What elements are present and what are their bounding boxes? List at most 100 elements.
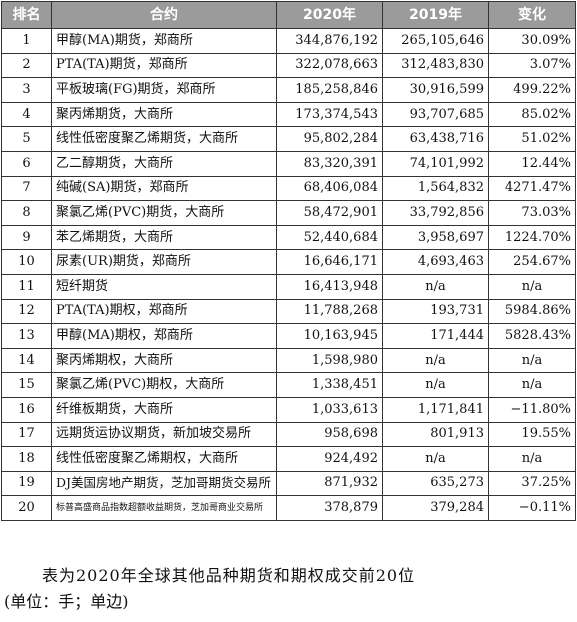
table-row: 4 聚丙烯期货，大商所 173,374,543 93,707,685 85.02% <box>1 101 576 128</box>
cell-2019: 1,564,832 <box>382 175 489 202</box>
cell-2020: 958,698 <box>276 421 383 448</box>
table-row: 11 短纤期货 16,413,948 n/a n/a <box>1 273 576 300</box>
cell-contract: DJ美国房地产期货，芝加哥期货交易所 <box>51 470 277 497</box>
cell-change: n/a <box>488 372 576 398</box>
cell-2020: 95,802,284 <box>276 126 383 152</box>
caption-line-1: 表为2020年全球其他品种期货和期权成交前20位 <box>42 566 416 585</box>
cell-2019: n/a <box>382 446 489 472</box>
cell-change: 37.25% <box>488 470 576 497</box>
cell-2020: 344,876,192 <box>276 28 383 54</box>
cell-change: n/a <box>488 446 576 472</box>
cell-change: 73.03% <box>488 200 576 226</box>
cell-2019: 1,171,841 <box>382 396 489 423</box>
cell-2020: 924,492 <box>276 446 383 472</box>
table-row: 14 聚丙烯期权，大商所 1,598,980 n/a n/a <box>1 347 576 374</box>
cell-2020: 185,258,846 <box>276 77 383 103</box>
header-2020: 2020年 <box>276 1 383 29</box>
cell-2019: 171,444 <box>382 323 489 349</box>
cell-contract: 短纤期货 <box>51 273 277 300</box>
cell-contract: 线性低密度聚乙烯期货，大商所 <box>51 126 277 152</box>
cell-contract: 聚丙烯期货，大商所 <box>51 101 277 128</box>
table-body: 1 甲醇(MA)期货，郑商所 344,876,192 265,105,646 30.09… <box>1 28 576 521</box>
cell-rank: 4 <box>1 101 52 128</box>
cell-contract: 线性低密度聚乙烯期权，大商所 <box>51 446 277 472</box>
cell-contract: 聚氯乙烯(PVC)期货，大商所 <box>51 200 277 226</box>
cell-rank: 15 <box>1 372 52 398</box>
cell-2020: 83,320,391 <box>276 150 383 177</box>
cell-rank: 6 <box>1 150 52 177</box>
cell-rank: 14 <box>1 347 52 374</box>
cell-2020: 1,598,980 <box>276 347 383 374</box>
table-row: 15 聚氯乙烯(PVC)期权，大商所 1,338,451 n/a n/a <box>1 372 576 398</box>
table-row: 19 DJ美国房地产期货，芝加哥期货交易所 871,932 635,273 37.25% <box>1 470 576 497</box>
cell-change: 12.44% <box>488 150 576 177</box>
cell-contract: 纤维板期货，大商所 <box>51 396 277 423</box>
table-row: 13 甲醇(MA)期权，郑商所 10,163,945 171,444 5828.43% <box>1 323 576 349</box>
header-2019: 2019年 <box>382 1 489 29</box>
cell-rank: 18 <box>1 446 52 472</box>
cell-rank: 8 <box>1 200 52 226</box>
cell-2020: 10,163,945 <box>276 323 383 349</box>
cell-change: −11.80% <box>488 396 576 423</box>
cell-rank: 9 <box>1 224 52 251</box>
cell-change: 51.02% <box>488 126 576 152</box>
cell-rank: 1 <box>1 28 52 54</box>
cell-contract: 乙二醇期货，大商所 <box>51 150 277 177</box>
cell-change: 4271.47% <box>488 175 576 202</box>
cell-2019: 379,284 <box>382 495 489 521</box>
table-row: 8 聚氯乙烯(PVC)期货，大商所 58,472,901 33,792,856 73.0… <box>1 200 576 226</box>
cell-2020: 1,338,451 <box>276 372 383 398</box>
cell-change: 85.02% <box>488 101 576 128</box>
table-row: 18 线性低密度聚乙烯期权，大商所 924,492 n/a n/a <box>1 446 576 472</box>
cell-change: 30.09% <box>488 28 576 54</box>
table-row: 12 PTA(TA)期权，郑商所 11,788,268 193,731 5984.86% <box>1 298 576 325</box>
cell-rank: 5 <box>1 126 52 152</box>
cell-change: 5828.43% <box>488 323 576 349</box>
cell-contract: 聚氯乙烯(PVC)期权，大商所 <box>51 372 277 398</box>
table-row: 6 乙二醇期货，大商所 83,320,391 74,101,992 12.44% <box>1 150 576 177</box>
cell-2020: 52,440,684 <box>276 224 383 251</box>
table-row: 3 平板玻璃(FG)期货，郑商所 185,258,846 30,916,599 499.… <box>1 77 576 103</box>
cell-contract: 甲醇(MA)期货，郑商所 <box>51 28 277 54</box>
cell-2019: 30,916,599 <box>382 77 489 103</box>
cell-change: 5984.86% <box>488 298 576 325</box>
cell-2020: 322,078,663 <box>276 52 383 79</box>
table-row: 17 远期货运协议期货，新加坡交易所 958,698 801,913 19.55% <box>1 421 576 448</box>
cell-rank: 7 <box>1 175 52 202</box>
cell-rank: 19 <box>1 470 52 497</box>
cell-contract: 纯碱(SA)期货，郑商所 <box>51 175 277 202</box>
cell-change: 19.55% <box>488 421 576 448</box>
cell-2020: 173,374,543 <box>276 101 383 128</box>
table-row: 2 PTA(TA)期货，郑商所 322,078,663 312,483,830 3.07… <box>1 52 576 79</box>
table-row: 5 线性低密度聚乙烯期货，大商所 95,802,284 63,438,716 51.02… <box>1 126 576 152</box>
cell-2020: 16,413,948 <box>276 273 383 300</box>
cell-rank: 11 <box>1 273 52 300</box>
cell-2019: 4,693,463 <box>382 249 489 275</box>
cell-2020: 378,879 <box>276 495 383 521</box>
caption-line-2: (单位：手；单边) <box>4 592 129 611</box>
table-row: 9 苯乙烯期货，大商所 52,440,684 3,958,697 1224.70% <box>1 224 576 251</box>
header-rank: 排名 <box>1 1 52 29</box>
header-contract: 合约 <box>51 1 277 29</box>
cell-2019: n/a <box>382 347 489 374</box>
cell-2019: 312,483,830 <box>382 52 489 79</box>
cell-contract: PTA(TA)期权，郑商所 <box>51 298 277 325</box>
cell-contract: 聚丙烯期权，大商所 <box>51 347 277 374</box>
cell-contract: 标普高盛商品指数超额收益期货，芝加哥商业交易所 <box>51 495 277 521</box>
cell-contract: 尿素(UR)期货，郑商所 <box>51 249 277 275</box>
cell-2019: 63,438,716 <box>382 126 489 152</box>
cell-2020: 16,646,171 <box>276 249 383 275</box>
cell-2019: n/a <box>382 273 489 300</box>
futures-ranking-table: 排名 合约 2020年 2019年 变化 1 甲醇(MA)期货，郑商所 344,87… <box>1 1 576 521</box>
table-row: 10 尿素(UR)期货，郑商所 16,646,171 4,693,463 254.67% <box>1 249 576 275</box>
cell-2019: 635,273 <box>382 470 489 497</box>
cell-contract: PTA(TA)期货，郑商所 <box>51 52 277 79</box>
cell-change: n/a <box>488 273 576 300</box>
cell-contract: 平板玻璃(FG)期货，郑商所 <box>51 77 277 103</box>
header-change: 变化 <box>488 1 576 29</box>
cell-2020: 11,788,268 <box>276 298 383 325</box>
cell-change: n/a <box>488 347 576 374</box>
cell-2019: 93,707,685 <box>382 101 489 128</box>
cell-rank: 12 <box>1 298 52 325</box>
cell-rank: 3 <box>1 77 52 103</box>
